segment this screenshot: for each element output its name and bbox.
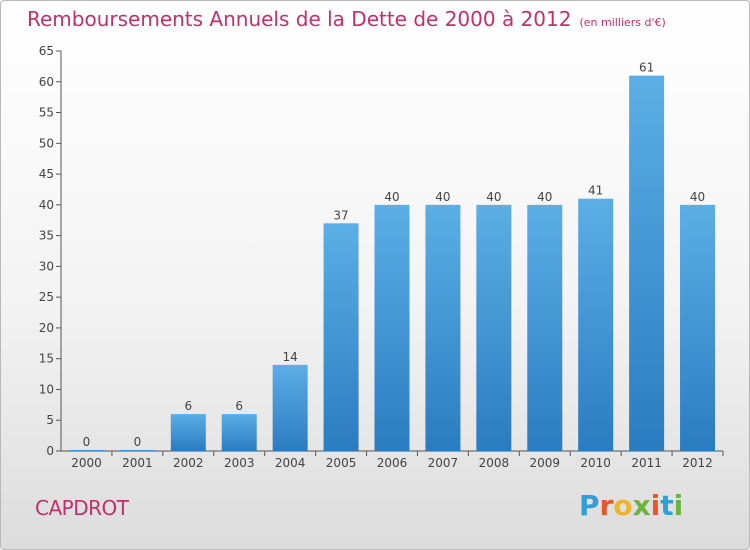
proxiti-logo: Proxiti [579, 489, 683, 522]
y-tick-label: 50 [39, 136, 54, 150]
logo-letter: i [650, 489, 661, 522]
bar-2002 [170, 414, 206, 451]
y-tick-label: 30 [39, 259, 54, 273]
data-label: 41 [588, 184, 603, 198]
data-label: 40 [486, 190, 501, 204]
bar-2007 [425, 204, 461, 451]
x-tick-label: 2007 [428, 456, 459, 470]
y-tick-label: 20 [39, 321, 54, 335]
data-labels: 0 0 6 6 14 37 40 40 40 40 41 61 40 [83, 61, 706, 449]
y-tick-label: 15 [39, 352, 54, 366]
data-label: 40 [690, 190, 705, 204]
x-tick-label: 2010 [580, 456, 611, 470]
data-label: 61 [639, 61, 654, 75]
x-tick-label: 2005 [326, 456, 357, 470]
x-tick-label: 2011 [631, 456, 662, 470]
logo-letter: P [579, 489, 600, 522]
x-tick-label: 2001 [122, 456, 153, 470]
x-tick-label: 2006 [377, 456, 408, 470]
x-tick-label: 2008 [479, 456, 510, 470]
chart-title-text: Remboursements Annuels de la Dette de 20… [27, 7, 572, 31]
bar-2004 [272, 364, 308, 451]
x-tick-label: 2012 [682, 456, 713, 470]
x-tick-label: 2003 [224, 456, 255, 470]
data-label: 0 [134, 435, 142, 449]
data-label: 40 [435, 190, 450, 204]
bar-2006 [374, 204, 410, 451]
data-label: 14 [283, 350, 298, 364]
bar-2003 [221, 414, 257, 451]
y-tick-label: 10 [39, 382, 54, 396]
bar-2010 [578, 198, 614, 451]
y-tick-label: 45 [39, 167, 54, 181]
data-label: 40 [384, 190, 399, 204]
data-label: 6 [184, 399, 192, 413]
bar-2005 [323, 223, 359, 451]
y-tick-label: 65 [39, 44, 54, 58]
bar-2012 [680, 204, 716, 451]
y-tick-label: 40 [39, 198, 54, 212]
chart-subtitle: (en milliers d'€) [579, 16, 666, 29]
x-tick-label: 2004 [275, 456, 306, 470]
data-label: 0 [83, 435, 91, 449]
chart-title: Remboursements Annuels de la Dette de 20… [27, 7, 666, 31]
bar-2000 [68, 450, 104, 451]
data-label: 40 [537, 190, 552, 204]
bar-2001 [119, 450, 155, 451]
y-tick-label: 25 [39, 290, 54, 304]
bar-2011 [629, 75, 665, 451]
data-label: 37 [333, 208, 348, 222]
y-tick-label: 55 [39, 106, 54, 120]
x-tick-label: 2000 [71, 456, 102, 470]
y-tick-label: 0 [46, 444, 54, 458]
logo-letter: t [660, 489, 674, 522]
logo-letter: x [632, 489, 651, 522]
x-tick-label: 2009 [529, 456, 560, 470]
logo-letter: o [613, 489, 633, 522]
bar-2009 [527, 204, 563, 451]
y-tick-label: 60 [39, 75, 54, 89]
bars [68, 75, 716, 451]
data-label: 6 [235, 399, 243, 413]
y-tick-label: 5 [46, 413, 54, 427]
commune-name: CAPDROT [35, 496, 129, 520]
logo-letter: i [673, 489, 684, 522]
logo-letter: r [599, 489, 614, 522]
x-tick-label: 2002 [173, 456, 204, 470]
y-tick-label: 35 [39, 229, 54, 243]
bar-2008 [476, 204, 512, 451]
